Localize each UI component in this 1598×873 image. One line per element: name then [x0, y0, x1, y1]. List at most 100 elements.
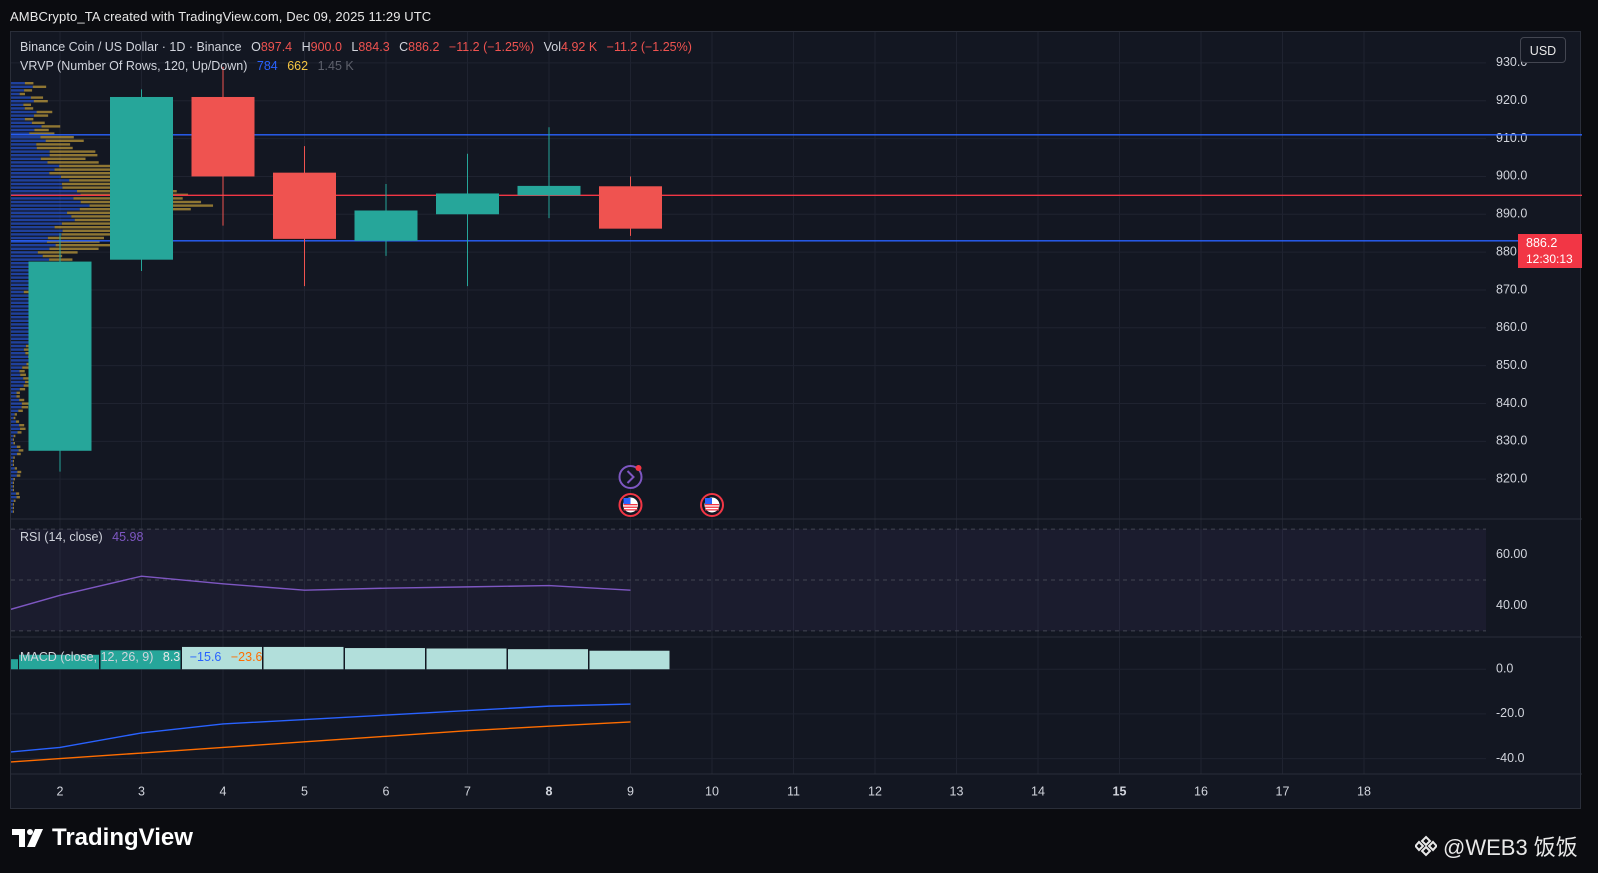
- vol-value: 4.92 K: [561, 40, 598, 54]
- vrvp-up-bar: [11, 92, 20, 96]
- vrvp-up-bar: [11, 240, 47, 243]
- macd-histogram-bar[interactable]: [100, 650, 181, 670]
- vrvp-down-bar: [36, 110, 53, 114]
- vrvp-down-bar: [14, 413, 17, 416]
- x-axis-tick: 5: [301, 784, 308, 798]
- vrvp-down-bar: [20, 427, 26, 430]
- dividend-event-glyph: [626, 470, 635, 484]
- close-value: 886.2: [408, 40, 440, 54]
- price-axis-tick: 870.0: [1496, 282, 1527, 296]
- vrvp-down-bar: [12, 485, 14, 488]
- vrvp-down-bar: [42, 254, 63, 258]
- candle-body[interactable]: [436, 193, 499, 215]
- tradingview-brand[interactable]: TradingView: [12, 824, 193, 852]
- vrvp-label[interactable]: VRVP (Number Of Rows, 120, Up/Down): [20, 59, 248, 73]
- rsi-line[interactable]: [11, 575, 631, 610]
- vrvp-up-bar: [11, 272, 43, 276]
- macd-histogram-bar[interactable]: [345, 648, 425, 670]
- vrvp-legend: VRVP (Number Of Rows, 120, Up/Down) 784 …: [20, 59, 360, 73]
- x-axis-tick: 18: [1357, 784, 1371, 798]
- vrvp-down-bar: [49, 154, 98, 157]
- macd-histogram-bar[interactable]: [19, 654, 99, 670]
- vrvp-down-bar: [16, 474, 21, 477]
- macd-label[interactable]: MACD (close, 12, 26, 9): [20, 650, 154, 664]
- vrvp-up-bar: [11, 280, 29, 283]
- vrvp-up-bar: [11, 478, 14, 481]
- vrvp-up-bar: [11, 222, 62, 225]
- x-axis-tick: 12: [868, 784, 882, 798]
- candle-body[interactable]: [354, 210, 418, 241]
- macd-signal-line[interactable]: [11, 721, 631, 763]
- candle-body[interactable]: [28, 261, 92, 451]
- x-axis-tick: 10: [705, 784, 719, 798]
- tradingview-logo-icon: [12, 829, 43, 847]
- us-flag-event-icon-2-stripe: [705, 504, 719, 506]
- vrvp-down-bar: [18, 409, 23, 412]
- vrvp-up-bar: [11, 236, 48, 240]
- vrvp-up-bar: [11, 499, 14, 502]
- macd-histogram-bar[interactable]: [589, 650, 670, 670]
- macd-histogram-bar[interactable]: [11, 659, 18, 670]
- us-flag-event-icon-2-canton: [705, 498, 712, 504]
- vrvp-down-bar: [23, 290, 32, 294]
- candle-body[interactable]: [110, 96, 173, 260]
- vrvp-down-bar: [19, 370, 25, 373]
- symbol-label[interactable]: Binance Coin / US Dollar · 1D · Binance: [20, 40, 242, 54]
- vrvp-down-bar: [24, 107, 34, 110]
- rsi-label[interactable]: RSI (14, close): [20, 530, 103, 544]
- currency-button[interactable]: USD: [1520, 37, 1566, 63]
- vrvp-up-bar: [11, 244, 56, 247]
- vrvp-up-bar: [11, 233, 62, 236]
- vrvp-down-bar: [62, 229, 135, 232]
- vrvp-down-bar: [31, 121, 45, 124]
- vrvp-down-bar: [34, 114, 49, 117]
- vrvp-up-bar: [11, 434, 14, 438]
- vrvp-down-bar: [12, 438, 14, 441]
- vrvp-down-bar: [16, 496, 20, 499]
- vrvp-down-bar: [47, 236, 104, 240]
- vrvp-up-bar: [11, 85, 33, 88]
- vrvp-up-bar: [11, 262, 39, 265]
- us-flag-event-icon-stripe: [623, 509, 638, 511]
- macd-histogram-bar[interactable]: [426, 648, 507, 670]
- vrvp-up-bar: [11, 438, 13, 441]
- price-legend: Binance Coin / US Dollar · 1D · Binance …: [20, 40, 698, 54]
- vrvp-up-bar: [11, 186, 63, 189]
- vrvp-up-bar: [11, 406, 22, 409]
- vrvp-up-bar: [11, 100, 34, 103]
- candle-body[interactable]: [599, 186, 662, 229]
- chart-canvas[interactable]: 820.0830.0840.0850.0860.0870.0880.0890.0…: [11, 32, 1582, 810]
- candle-body[interactable]: [191, 96, 255, 177]
- macd-histogram-bar[interactable]: [263, 646, 344, 670]
- high-label: H: [301, 40, 311, 54]
- dividend-event-icon[interactable]: [618, 465, 643, 489]
- vrvp-down-value: 662: [287, 59, 309, 73]
- vrvp-up-bar: [11, 467, 15, 470]
- price-axis-tick: 820.0: [1496, 471, 1527, 485]
- vrvp-down-bar: [54, 226, 126, 229]
- vrvp-down-bar: [37, 251, 78, 254]
- vrvp-down-bar: [13, 442, 16, 445]
- macd-histogram-bar[interactable]: [182, 646, 262, 670]
- vrvp-down-bar: [45, 139, 84, 142]
- chart-frame[interactable]: 820.0 830.0 840.0 850.0 860.0 870.0 880.0 890.0…: [10, 31, 1582, 810]
- macd-histogram-bar[interactable]: [508, 649, 588, 670]
- us-flag-event-icon-canton: [623, 498, 631, 504]
- vrvp-down-bar: [12, 488, 15, 492]
- vrvp-up-bar: [11, 452, 18, 456]
- vrvp-down-bar: [23, 348, 32, 351]
- vrvp-up-bar: [11, 200, 81, 204]
- vrvp-up-bar: [11, 348, 24, 351]
- candle-body[interactable]: [517, 185, 581, 196]
- vrvp-up-bar: [11, 290, 24, 294]
- bar-countdown: 12:30:13: [1526, 252, 1573, 266]
- vrvp-down-bar: [49, 172, 111, 175]
- price-axis-tick: 890.0: [1496, 207, 1527, 221]
- last-price-tag: 886.2 12:30:13: [1518, 234, 1582, 268]
- candle-body[interactable]: [273, 172, 336, 239]
- vrvp-up-bar: [11, 341, 31, 344]
- macd-line[interactable]: [11, 703, 631, 753]
- change-value: −11.2 (−1.25%): [448, 40, 535, 54]
- vrvp-up-bar: [11, 82, 25, 85]
- vrvp-down-bar: [49, 258, 73, 261]
